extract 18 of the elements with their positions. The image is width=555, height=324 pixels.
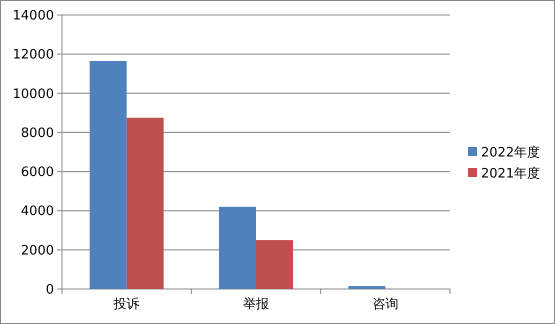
x-tick-label: 举报 xyxy=(243,297,269,312)
legend-label: 2022年度 xyxy=(481,144,540,160)
y-tick-label: 2000 xyxy=(20,243,54,258)
bar xyxy=(126,118,164,289)
bar xyxy=(348,286,386,289)
y-tick-label: 0 xyxy=(46,282,54,298)
bar xyxy=(90,60,127,289)
y-tick-label: 6000 xyxy=(20,165,54,180)
x-tick-label: 咨询 xyxy=(372,297,398,312)
legend-label: 2021年度 xyxy=(481,166,540,182)
y-tick-label: 10000 xyxy=(12,86,54,102)
bar xyxy=(219,206,256,289)
y-tick-label: 14000 xyxy=(12,8,54,24)
y-tick-label: 12000 xyxy=(12,48,54,63)
bar xyxy=(256,240,293,289)
y-tick-label: 8000 xyxy=(20,126,54,141)
x-tick-label: 投诉 xyxy=(112,297,140,312)
y-tick-label: 4000 xyxy=(20,204,54,220)
